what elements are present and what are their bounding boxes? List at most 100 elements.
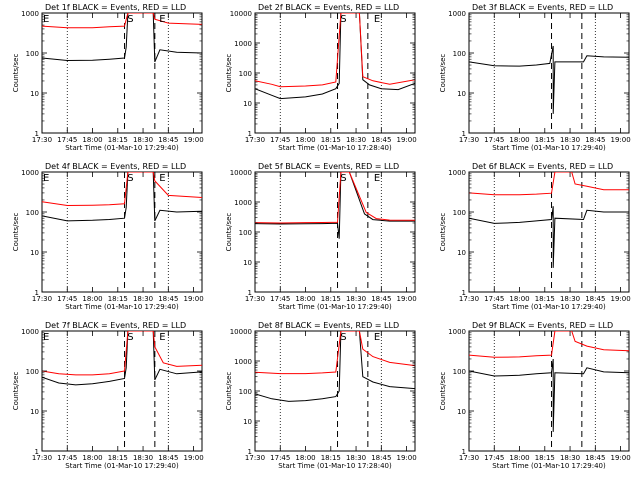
y-tick-label: 100	[239, 388, 252, 396]
x-tick-label: 17:30	[32, 295, 52, 303]
y-tick-label: 100	[239, 70, 252, 78]
event-marker-s: S	[340, 332, 346, 343]
event-marker-e: E	[374, 332, 380, 343]
y-tick-label: 10	[243, 259, 252, 267]
x-tick-label: 18:15	[321, 136, 341, 144]
x-tick-label: 18:00	[295, 295, 315, 303]
panel-4: Det 4f BLACK = Events, RED = LLD 1 10 100 10…	[12, 162, 204, 311]
panel-7: Det 7f BLACK = Events, RED = LLD 1 10 100 10…	[12, 321, 204, 470]
panel-8: Det 8f BLACK = Events, RED = LLD 1 10 100 10…	[225, 321, 417, 470]
x-tick-label: 18:30	[560, 454, 580, 462]
panel-5: Det 5f BLACK = Events, RED = LLD 1 10 100 10…	[225, 162, 417, 311]
y-axis-label: Counts/sec	[12, 54, 20, 93]
x-tick-label: 18:45	[585, 295, 605, 303]
x-tick-label: 17:30	[245, 295, 265, 303]
x-tick-label: 18:45	[371, 136, 391, 144]
y-tick-label: 100	[239, 229, 252, 237]
chart-title: Det 8f BLACK = Events, RED = LLD	[258, 321, 399, 330]
y-tick-label: 1	[462, 448, 466, 456]
x-tick-label: 18:15	[321, 295, 341, 303]
panel-3: Det 3f BLACK = Events, RED = LLD 1 10 100 10…	[439, 3, 631, 152]
x-tick-label: 18:30	[560, 295, 580, 303]
series-line-red	[255, 331, 415, 375]
y-tick-label: 1	[248, 289, 252, 297]
event-marker-s: S	[340, 14, 346, 25]
x-axis-label: Start Time (01-Mar-10 17:28:40)	[278, 462, 392, 470]
series-line-red	[469, 172, 629, 196]
series-group	[255, 331, 415, 402]
chart-title: Det 4f BLACK = Events, RED = LLD	[45, 162, 186, 171]
x-axis-label: Start Time (01-Mar-10 17:28:40)	[278, 144, 392, 152]
x-tick-label: 18:45	[371, 454, 391, 462]
panel-2: Det 2f BLACK = Events, RED = LLD 1 10 100 10…	[225, 3, 417, 152]
panel-1: Det 1f BLACK = Events, RED = LLD 1 10 100 10…	[12, 3, 204, 152]
x-tick-label: 19:00	[396, 136, 416, 144]
y-tick-label: 1000	[21, 10, 39, 18]
series-group	[42, 172, 202, 222]
plot-frame	[254, 330, 416, 452]
event-marker-e: E	[43, 173, 49, 184]
series-line-black	[469, 358, 629, 432]
x-tick-label: 17:45	[270, 136, 290, 144]
x-tick-label: 18:15	[108, 295, 128, 303]
y-tick-label: 1	[248, 448, 252, 456]
x-tick-label: 18:00	[509, 454, 529, 462]
y-tick-label: 1000	[21, 169, 39, 177]
series-group	[255, 172, 415, 239]
series-line-black	[255, 13, 415, 100]
x-tick-label: 18:30	[346, 454, 366, 462]
event-marker-e: E	[374, 173, 380, 184]
x-tick-label: 18:30	[133, 295, 153, 303]
x-tick-label: 18:45	[158, 454, 178, 462]
x-tick-label: 17:30	[32, 136, 52, 144]
series-group	[42, 331, 202, 386]
x-tick-label: 18:00	[82, 454, 102, 462]
x-tick-label: 18:00	[295, 454, 315, 462]
x-axis-label: Start Time (01-Mar-10 17:29:40)	[492, 144, 606, 152]
series-line-black	[255, 331, 415, 402]
series-line-red	[255, 172, 415, 224]
plot-frame	[254, 171, 416, 293]
series-line-black	[42, 331, 202, 386]
chart-title: Det 1f BLACK = Events, RED = LLD	[45, 3, 186, 12]
series-group	[469, 172, 629, 268]
x-axis-label: Start Time (01-Mar-10 17:29:40)	[65, 303, 179, 311]
series-line-red	[42, 13, 202, 29]
y-tick-label: 1000	[448, 10, 466, 18]
y-axis-label: Counts/sec	[439, 372, 447, 411]
x-tick-label: 19:00	[610, 454, 630, 462]
x-tick-label: 17:30	[459, 454, 479, 462]
x-tick-label: 19:00	[183, 136, 203, 144]
x-tick-label: 17:45	[484, 136, 504, 144]
event-marker-s: S	[340, 173, 346, 184]
y-axis-label: Counts/sec	[12, 372, 20, 411]
series-group	[255, 13, 415, 100]
y-tick-label: 1000	[234, 199, 252, 207]
y-tick-label: 10	[30, 90, 39, 98]
y-tick-label: 10	[457, 408, 466, 416]
x-tick-label: 19:00	[183, 295, 203, 303]
plot-frame	[468, 330, 630, 452]
series-group	[42, 13, 202, 63]
y-axis-label: Counts/sec	[439, 54, 447, 93]
y-tick-label: 100	[453, 50, 466, 58]
x-tick-label: 18:00	[82, 295, 102, 303]
x-axis-label: Start Time (01-Mar-10 17:29:40)	[65, 462, 179, 470]
x-tick-label: 19:00	[610, 136, 630, 144]
x-tick-label: 19:00	[396, 295, 416, 303]
plot-frame	[254, 12, 416, 134]
y-tick-label: 10	[243, 418, 252, 426]
y-tick-label: 10	[30, 408, 39, 416]
x-tick-label: 17:30	[459, 295, 479, 303]
x-tick-label: 18:15	[108, 136, 128, 144]
x-tick-label: 18:30	[346, 295, 366, 303]
x-tick-label: 17:30	[245, 454, 265, 462]
y-tick-label: 10000	[230, 10, 252, 18]
y-axis-label: Counts/sec	[12, 213, 20, 252]
event-marker-e: E	[159, 332, 165, 343]
x-tick-label: 17:45	[57, 136, 77, 144]
x-tick-label: 18:45	[585, 136, 605, 144]
y-axis-label: Counts/sec	[439, 213, 447, 252]
series-line-red	[42, 172, 202, 207]
